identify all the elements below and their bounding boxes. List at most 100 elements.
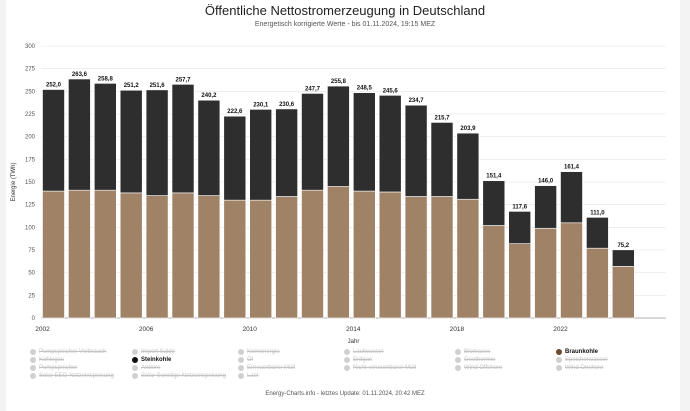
bar-total-label: 151,4 [486, 174, 502, 180]
bar-segment-braunkohle [94, 189, 117, 319]
y-tick-label: 250 [25, 89, 36, 95]
bar-segment-braunkohle [68, 189, 91, 319]
footer-update-note: Energy-Charts.info - letztes Update: 01.… [265, 391, 425, 397]
bar-segment-steinkohle [119, 89, 143, 194]
bar-total-label: 247,7 [305, 86, 321, 92]
chart-subtitle: Energetisch korrigierte Werte - bis 01.1… [254, 21, 436, 28]
bar-total-label: 111,0 [590, 210, 605, 216]
x-tick-label: 2022 [553, 326, 568, 333]
legend-label: Biomasse [464, 349, 491, 355]
bar-segment-steinkohle [586, 217, 609, 249]
bar-segment-braunkohle [145, 195, 169, 319]
legend-label: Solar EEG-Netzeinspeisung [39, 373, 114, 379]
x-tick-label: 2014 [346, 326, 361, 333]
legend-dot-icon [132, 349, 138, 355]
legend-label: Andere [141, 365, 161, 371]
bar-segment-braunkohle [42, 190, 65, 319]
bar-segment-braunkohle [611, 266, 635, 319]
legend-label: Öl [247, 357, 253, 363]
y-tick-label: 25 [28, 293, 35, 299]
legend-label: Erneuerbarer Müll [247, 365, 296, 371]
legend-label: Kernenergie [247, 349, 280, 355]
bar-segment-braunkohle [560, 222, 583, 319]
bar-segment-steinkohle [223, 115, 247, 201]
legend-dot-icon [132, 373, 138, 379]
bar-segment-steinkohle [327, 85, 350, 187]
left-edge [0, 0, 6, 411]
bar-total-label: 215,7 [434, 115, 450, 121]
bar-segment-steinkohle [197, 99, 221, 196]
bar-segment-braunkohle [430, 196, 454, 319]
bar-total-label: 251,6 [150, 83, 166, 89]
legend-dot-icon [30, 373, 36, 379]
legend-dot-icon [556, 357, 562, 363]
bar-segment-steinkohle [404, 104, 428, 197]
legend-label: Speicherwasser [565, 357, 608, 363]
bar-segment-steinkohle [42, 89, 65, 192]
y-tick-label: 275 [25, 67, 36, 73]
bar-segment-braunkohle [508, 243, 532, 319]
bar-segment-steinkohle [94, 83, 117, 191]
bar-total-label: 258,8 [98, 76, 114, 82]
y-tick-label: 75 [28, 248, 35, 254]
legend-label: Kohlegas [39, 357, 65, 363]
bar-chart: 0 25 50 75 100 125 150 175 200 225 250 275 300 Energi… [11, 44, 666, 345]
legend-label: Wind Onshore [565, 365, 604, 371]
y-tick-label: 100 [25, 225, 36, 231]
bar-segment-steinkohle [68, 78, 91, 191]
legend-label: Import Saldo [141, 349, 176, 355]
x-axis-title: Jahr [348, 339, 360, 345]
x-tick-label: 2002 [35, 326, 50, 333]
legend-dot-icon [556, 365, 562, 371]
y-tick-label: 0 [32, 316, 36, 322]
bar-total-label: 203,9 [460, 126, 476, 132]
bar-segment-braunkohle [586, 247, 609, 319]
y-tick-label: 200 [25, 135, 36, 141]
y-tick-label: 150 [25, 180, 36, 186]
legend-dot-icon [455, 349, 461, 355]
legend-label: Pumpspeicher [39, 365, 78, 371]
bar-segment-steinkohle [171, 84, 195, 194]
bar-total-label: 245,6 [383, 88, 399, 94]
legend-dot-icon [455, 357, 461, 363]
y-tick-label: 125 [25, 203, 36, 209]
legend-dot-icon [238, 357, 244, 363]
bar-segment-braunkohle [249, 199, 272, 319]
legend-label: Geothermie [464, 357, 496, 363]
y-tick-label: 175 [25, 157, 36, 163]
bar-segment-steinkohle [534, 185, 557, 229]
bar-segment-braunkohle [223, 199, 247, 319]
bar-segment-steinkohle [430, 122, 454, 197]
legend-dot-icon [30, 349, 36, 355]
bar-segment-braunkohle [352, 190, 376, 319]
x-tick-label: 2010 [242, 326, 257, 333]
bar-segment-steinkohle [456, 132, 480, 200]
legend-label: Last [247, 373, 259, 379]
bar-total-label: 117,6 [512, 204, 527, 210]
legend-dot-icon [132, 357, 138, 363]
legend-label: Solar Sonstige Netzeinspeisung [141, 373, 227, 379]
y-tick-label: 50 [28, 271, 35, 277]
bar-segment-braunkohle [534, 227, 557, 319]
legend-dot-icon [344, 365, 350, 371]
legend: Pumpspeicher Verbrauch Kohlegas Pumpspeich… [30, 348, 670, 382]
bar-total-label: 255,8 [331, 79, 347, 85]
legend-dot-icon [30, 365, 36, 371]
bar-segment-steinkohle [482, 180, 506, 226]
bar-segment-braunkohle [378, 191, 402, 319]
bar-total-label: 146,0 [538, 179, 554, 185]
right-edge [680, 0, 690, 411]
bar-segment-braunkohle [404, 196, 428, 319]
x-tick-label: 2018 [450, 326, 465, 333]
legend-label: Braunkohle [565, 349, 599, 355]
bar-segment-steinkohle [249, 109, 272, 201]
chart-title: Öffentliche Nettostromerzeugung in Deuts… [204, 3, 486, 18]
bar-segment-braunkohle [301, 189, 324, 319]
bar-total-label: 230,1 [253, 102, 269, 108]
bar-total-label: 251,2 [124, 83, 140, 89]
bar-segment-steinkohle [378, 95, 402, 193]
bar-segment-steinkohle [508, 211, 532, 244]
bar-segment-steinkohle [145, 89, 169, 196]
legend-label: Erdgas [353, 357, 373, 363]
